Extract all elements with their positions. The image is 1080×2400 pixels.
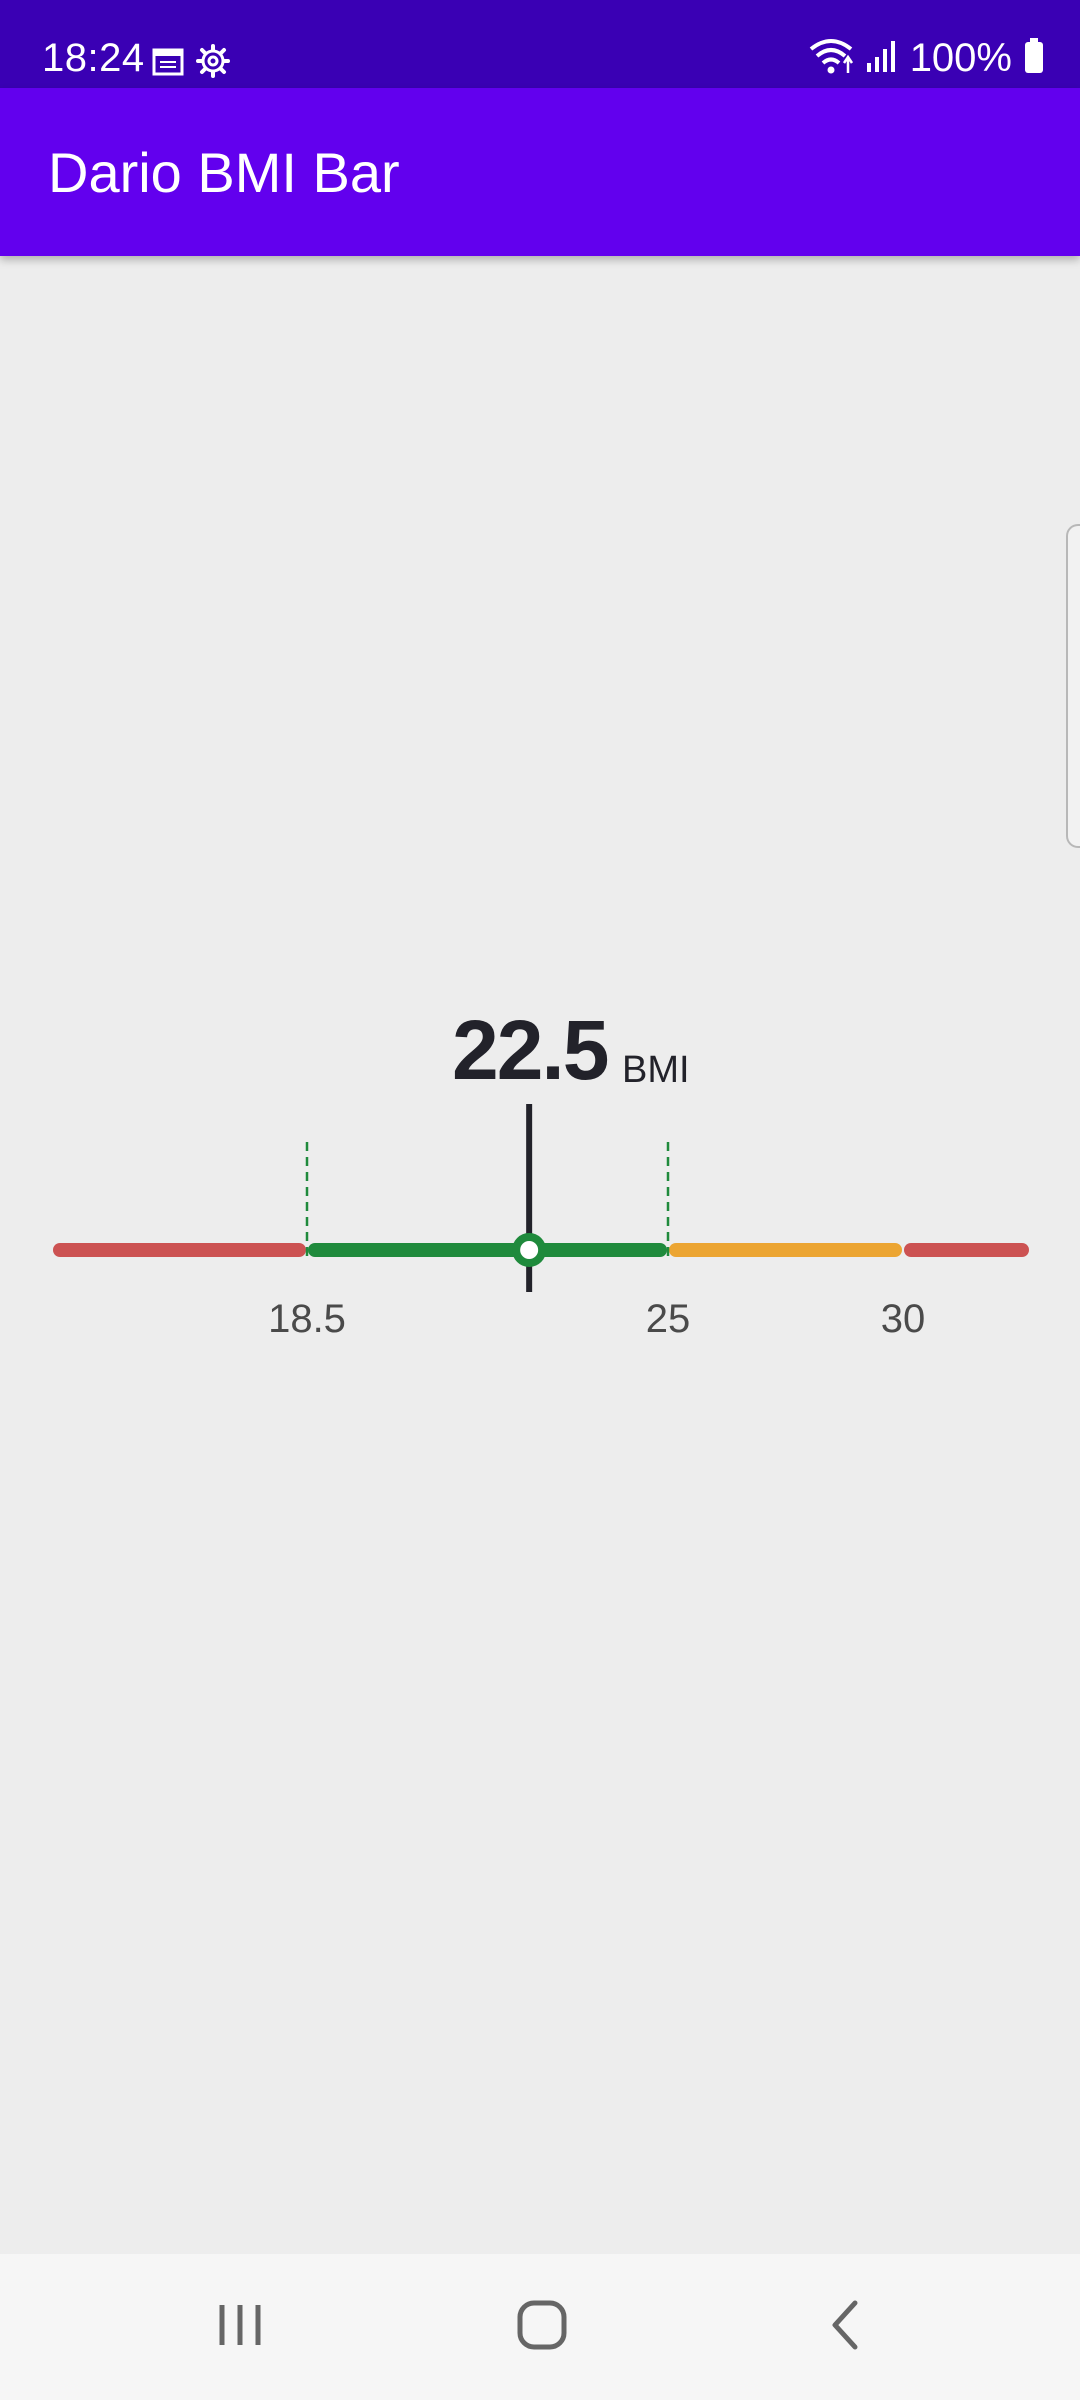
bmi-bar-chart [53, 1104, 1029, 1292]
signal-icon [866, 39, 898, 78]
app-bar: Dario BMI Bar [0, 88, 1080, 256]
app-title: Dario BMI Bar [48, 141, 400, 204]
status-time: 18:24 [42, 36, 145, 80]
home-icon [516, 2299, 568, 2356]
bmi-bar-widget: 22.5 BMI 18.5 25 30 [0, 980, 1080, 1360]
tick-label-overweight: 25 [645, 1297, 691, 1341]
status-left-icons [152, 44, 230, 83]
back-button[interactable] [784, 2282, 904, 2372]
back-icon [827, 2299, 861, 2356]
wifi-icon [808, 37, 854, 80]
bmi-value: 22.5 [452, 1003, 609, 1097]
bmi-pointer-knob [512, 1233, 547, 1267]
recent-apps-button[interactable] [180, 2282, 300, 2372]
recent-apps-icon [216, 2302, 264, 2353]
edge-panel-handle[interactable] [1066, 524, 1080, 848]
tick-label-obese: 30 [880, 1297, 926, 1341]
home-button[interactable] [482, 2282, 602, 2372]
navigation-bar [0, 2254, 1080, 2400]
settings-gear-icon [196, 44, 230, 83]
tick-label-underweight: 18.5 [268, 1297, 346, 1341]
status-bar: 18:24 [0, 0, 1080, 88]
calendar-icon [152, 46, 184, 81]
bmi-unit: BMI [622, 1049, 690, 1091]
battery-icon [1024, 37, 1044, 79]
status-right: 100% [808, 34, 1044, 82]
battery-percentage: 100% [909, 36, 1012, 80]
